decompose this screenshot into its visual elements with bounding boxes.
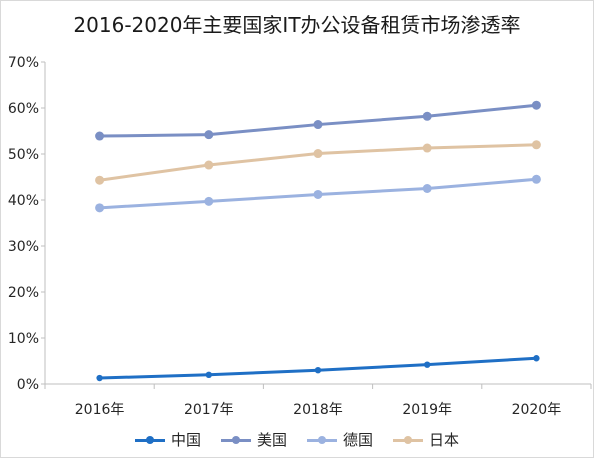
chart-legend: 中国 美国 德国 日本	[1, 429, 593, 450]
legend-label: 美国	[256, 431, 287, 449]
data-point	[95, 175, 105, 185]
y-tick-label: 10%	[8, 331, 39, 347]
x-tick-label: 2018年	[293, 402, 343, 418]
legend-item: 美国	[220, 429, 287, 450]
data-point	[204, 130, 214, 140]
data-point	[531, 100, 541, 110]
legend-swatch	[134, 434, 165, 446]
y-tick-label: 70%	[8, 55, 39, 71]
data-point	[314, 367, 322, 374]
data-point	[422, 111, 432, 121]
data-point	[96, 374, 103, 382]
y-tick-label: 30%	[8, 239, 39, 255]
legend-swatch	[307, 434, 337, 446]
data-point	[95, 131, 105, 141]
data-point	[424, 361, 431, 368]
data-point	[313, 120, 323, 130]
data-point	[204, 160, 214, 170]
data-point	[95, 203, 105, 213]
legend-swatch	[220, 434, 251, 446]
chart-title: 2016-2020年主要国家IT办公设备租赁市场渗透率	[73, 13, 521, 37]
legend-item: 中国	[134, 429, 201, 450]
data-point	[204, 196, 214, 206]
data-point	[422, 143, 432, 153]
y-tick-label: 40%	[8, 193, 39, 209]
legend-item: 日本	[393, 429, 459, 450]
x-tick-label: 2016年	[75, 402, 125, 418]
legend-item: 德国	[307, 429, 373, 450]
data-point	[313, 149, 323, 159]
x-tick-label: 2019年	[402, 402, 452, 418]
y-tick-label: 20%	[8, 285, 39, 301]
data-point	[533, 355, 540, 362]
data-point	[531, 140, 541, 150]
legend-label: 中国	[170, 431, 201, 449]
data-point	[531, 174, 541, 184]
data-point	[205, 371, 212, 378]
data-point	[422, 184, 432, 193]
y-tick-label: 50%	[8, 147, 39, 163]
legend-label: 日本	[429, 431, 460, 449]
x-tick-label: 2020年	[512, 402, 562, 418]
x-tick-label: 2017年	[184, 402, 234, 418]
data-point	[313, 189, 323, 199]
legend-label: 德国	[343, 431, 374, 449]
legend-swatch	[393, 434, 424, 446]
y-tick-label: 60%	[8, 101, 39, 117]
y-tick-label: 0%	[17, 377, 39, 393]
